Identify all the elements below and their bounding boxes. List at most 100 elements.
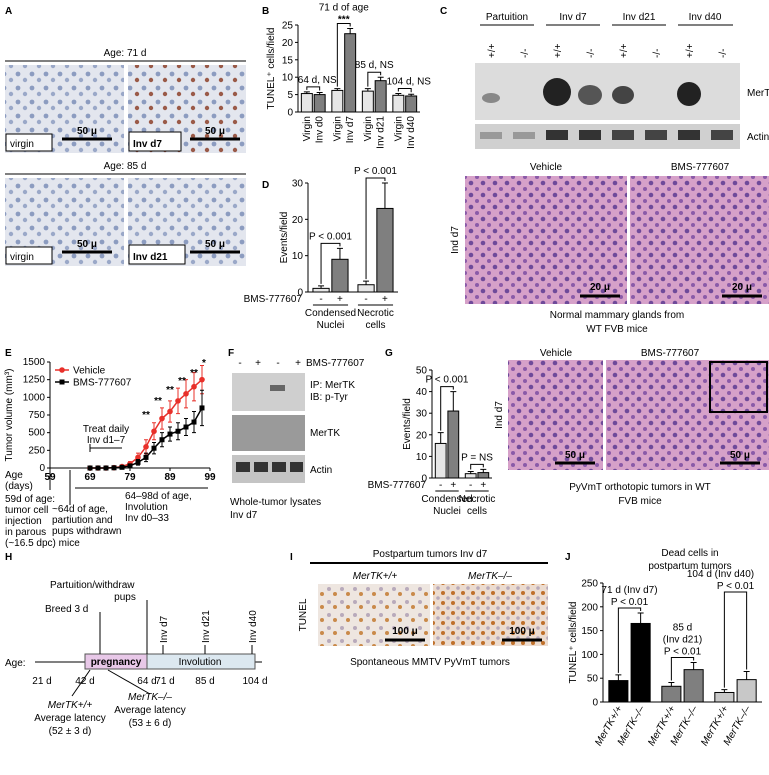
blot-bands: [480, 78, 733, 140]
point: [159, 415, 165, 422]
label: -/-: [520, 49, 531, 58]
y-tick-label: 20: [292, 215, 304, 226]
label: pregnancy: [91, 657, 142, 668]
label: 20 μ: [732, 282, 752, 293]
bracket: [470, 463, 484, 470]
annotation: **: [142, 410, 150, 421]
label: Inv d40: [689, 12, 722, 23]
bar: [434, 442, 447, 479]
label: Inv d21: [133, 252, 168, 263]
label: Inv d40: [248, 610, 259, 643]
label: Average latency: [114, 705, 186, 716]
bracket: [306, 86, 321, 91]
label: +/+: [685, 43, 696, 58]
point: [135, 459, 141, 465]
bar: [630, 622, 651, 703]
annotation: P < 0.01: [717, 581, 755, 592]
annotation: P < 0.01: [611, 597, 649, 608]
label: Condensed: [421, 494, 472, 505]
label: Age:: [5, 658, 26, 669]
label: 21 d: [32, 676, 51, 687]
y-axis-label: Events/field: [279, 212, 290, 264]
label: Vehicle: [530, 162, 563, 173]
note: Inv d1–7: [87, 435, 126, 446]
label: Nuclei: [317, 320, 345, 331]
y-tick-label: 50: [416, 366, 428, 377]
phase-box: [146, 653, 256, 670]
point: [135, 454, 141, 461]
bracket: [336, 22, 351, 87]
label: Age: 71 d: [104, 48, 147, 59]
label: 50 μ: [77, 126, 97, 137]
annotation: **: [166, 385, 174, 396]
blot: [232, 415, 305, 451]
x-tick-label: -: [469, 480, 472, 491]
label: 104 d: [242, 676, 267, 687]
bar: [312, 287, 330, 293]
note: ~64d of age,: [52, 504, 108, 515]
y-tick-label: 40: [416, 387, 428, 398]
point: [175, 398, 181, 404]
error-bar: [316, 92, 323, 95]
error-bar: [318, 285, 325, 289]
y-tick-label: 5: [287, 90, 293, 101]
error-bar: [303, 91, 310, 94]
x-tick-label: +: [337, 294, 343, 305]
label: BMS-777607: [244, 294, 303, 305]
label-box: [128, 131, 182, 152]
x-tick-label: +: [480, 480, 486, 491]
point: [199, 405, 205, 411]
label: 50 μ: [730, 450, 750, 461]
label: Inv d21: [201, 610, 212, 643]
error-bar: [381, 182, 388, 209]
label: Ind d7: [494, 401, 505, 429]
bar: [331, 258, 349, 293]
y-tick-label: 1500: [23, 357, 46, 368]
annotation: 104 d (Inv d40): [687, 569, 754, 580]
y-axis-label: Tumor volume (mm³): [4, 369, 15, 462]
label: Breed 3 d: [45, 604, 88, 615]
error-bar: [668, 681, 675, 687]
inset: [709, 361, 768, 413]
label: 100 μ: [392, 626, 418, 637]
label-box: [128, 244, 186, 265]
y-tick-label: 50: [587, 674, 599, 685]
label: 100 μ: [509, 626, 535, 637]
label: +/+: [619, 43, 630, 58]
x-tick-label: Inv d40: [406, 116, 417, 149]
annotation: P < 0.001: [354, 166, 397, 177]
y-tick-label: 20: [282, 38, 294, 49]
error-bar: [334, 88, 341, 91]
label: pups: [114, 592, 136, 603]
x-tick-label: Virgin: [393, 116, 404, 141]
y-tick-label: 15: [282, 55, 294, 66]
y-tick-label: 1250: [23, 375, 46, 386]
annotation: 85 d: [673, 622, 692, 633]
error-bar: [395, 93, 402, 96]
x-tick-label: -: [364, 294, 367, 305]
y-tick-label: 20: [416, 430, 428, 441]
blot-bands: [236, 385, 303, 472]
label: Inv d7: [133, 139, 162, 150]
label: 42 d: [75, 676, 94, 687]
annotation: P < 0.001: [309, 231, 352, 242]
scale-bars: [62, 137, 240, 254]
bar: [300, 93, 313, 113]
x-tick-label: Inv d7: [345, 116, 356, 144]
bar: [376, 207, 394, 293]
bar: [392, 94, 405, 113]
error-bar: [363, 280, 370, 285]
x-tick-label: +: [450, 480, 456, 491]
point: [143, 444, 149, 450]
bar: [683, 669, 704, 703]
label: Postpartum tumors Inv d7: [373, 549, 488, 560]
label: -: [238, 358, 241, 369]
error-bar: [721, 689, 728, 693]
y-tick-label: 1000: [23, 392, 46, 403]
bracket: [365, 177, 386, 280]
micrograph: [465, 176, 627, 304]
label: 71 d: [155, 676, 174, 687]
label: Ind d7: [450, 226, 461, 254]
annotation: **: [178, 376, 186, 387]
point: [159, 437, 165, 443]
